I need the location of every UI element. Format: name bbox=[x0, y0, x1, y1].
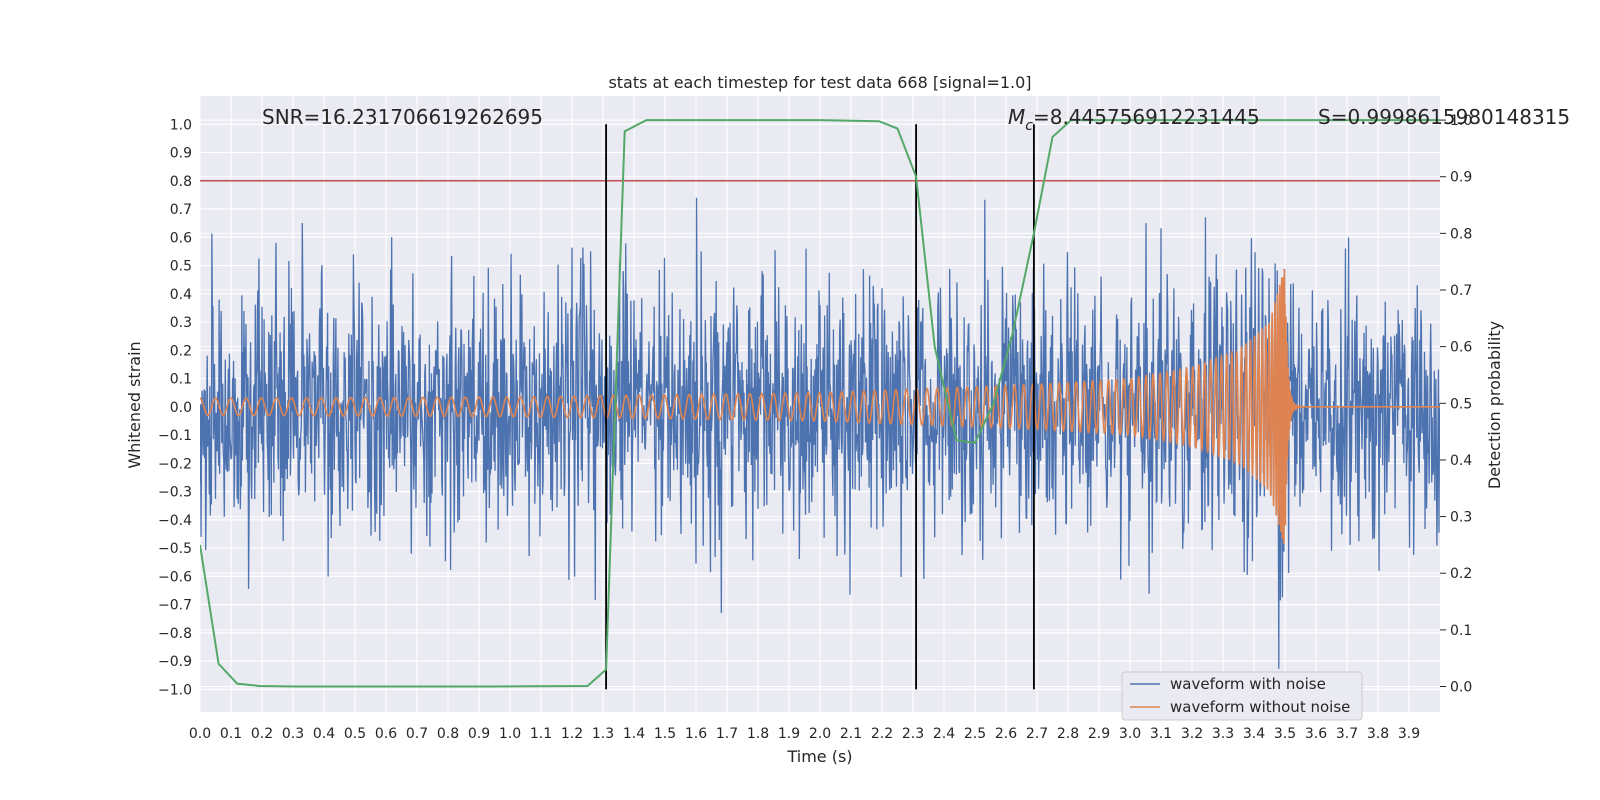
y2-tick-label: 0.1 bbox=[1450, 623, 1472, 639]
x-tick-label: 1.6 bbox=[685, 726, 707, 742]
y-tick-label: −0.9 bbox=[158, 654, 192, 670]
x-tick-label: 3.9 bbox=[1398, 726, 1420, 742]
y-tick-label: 0.3 bbox=[170, 315, 192, 331]
x-tick-label: 1.9 bbox=[778, 726, 800, 742]
chart-title: stats at each timestep for test data 668… bbox=[608, 73, 1031, 92]
chirp-mass-value: =8.445756912231445 bbox=[1033, 105, 1260, 129]
y2-tick-label: 0.0 bbox=[1450, 680, 1472, 696]
series-detection-probability bbox=[200, 119, 1440, 688]
y2-tick-label: 0.6 bbox=[1450, 340, 1472, 356]
legend-label-noise: waveform with noise bbox=[1170, 675, 1326, 693]
x-tick-label: 3.7 bbox=[1336, 726, 1358, 742]
y-tick-label: −0.7 bbox=[158, 598, 192, 614]
x-tick-label: 0.1 bbox=[220, 726, 242, 742]
series-waveform-with-noise bbox=[200, 197, 1440, 669]
x-tick-label: 3.5 bbox=[1274, 726, 1296, 742]
x-tick-label: 0.3 bbox=[282, 726, 304, 742]
x-tick-label: 2.7 bbox=[1026, 726, 1048, 742]
x-tick-label: 3.0 bbox=[1119, 726, 1141, 742]
y-tick-label: −0.8 bbox=[158, 626, 192, 642]
y2-tick-label: 0.5 bbox=[1450, 396, 1472, 412]
y-tick-label: −0.3 bbox=[158, 485, 192, 501]
y-tick-label: 0.7 bbox=[170, 202, 192, 218]
axes: 0.0 0.1 0.2 0.3 0.4 0.5 0.6 0.7 0.8 0.9 1.0 1.1 1.2 1… bbox=[158, 113, 1472, 742]
y2-tick-label: 0.9 bbox=[1450, 170, 1472, 186]
x-tick-label: 2.3 bbox=[902, 726, 924, 742]
s-annotation: S=0.9998615980148315 bbox=[1318, 105, 1570, 129]
y2-axis-label: Detection probability bbox=[1485, 321, 1504, 489]
series-waveform-without-noise bbox=[200, 268, 1440, 544]
y-tick-label: 0.1 bbox=[170, 372, 192, 388]
x-tick-label: 3.8 bbox=[1367, 726, 1389, 742]
x-tick-label: 1.4 bbox=[623, 726, 645, 742]
y2-tick-label: 1.0 bbox=[1450, 113, 1472, 129]
y2-tick-label: 0.3 bbox=[1450, 510, 1472, 526]
legend-label-clean: waveform without noise bbox=[1170, 698, 1350, 716]
y-axis-label: Whitened strain bbox=[125, 341, 144, 468]
x-tick-label: 3.1 bbox=[1150, 726, 1172, 742]
x-tick-label: 1.3 bbox=[592, 726, 614, 742]
x-axis-label: Time (s) bbox=[786, 747, 852, 766]
plot-area bbox=[200, 119, 1440, 690]
x-tick-label: 0.9 bbox=[468, 726, 490, 742]
snr-annotation: SNR=16.231706619262695 bbox=[262, 105, 543, 129]
chirp-mass-annotation: Mc=8.445756912231445 bbox=[1008, 105, 1260, 134]
x-tick-label: 0.7 bbox=[406, 726, 428, 742]
y-tick-label: −0.2 bbox=[158, 456, 192, 472]
legend: waveform with noise waveform without noi… bbox=[1121, 671, 1363, 721]
y-tick-label: −0.6 bbox=[158, 569, 192, 585]
x-tick-label: 2.5 bbox=[964, 726, 986, 742]
chirp-mass-subscript: c bbox=[1025, 118, 1033, 134]
y-tick-label: 0.4 bbox=[170, 287, 192, 303]
x-tick-label: 2.9 bbox=[1088, 726, 1110, 742]
x-tick-label: 2.4 bbox=[933, 726, 955, 742]
y-tick-label: 0.8 bbox=[170, 174, 192, 190]
y-tick-label: 0.5 bbox=[170, 259, 192, 275]
x-tick-label: 1.8 bbox=[747, 726, 769, 742]
x-tick-label: 3.6 bbox=[1305, 726, 1327, 742]
y-tick-label: −0.4 bbox=[158, 513, 192, 529]
y-tick-label: 0.6 bbox=[170, 230, 192, 246]
chirp-mass-symbol: M bbox=[1008, 105, 1025, 129]
x-tick-label: 2.6 bbox=[995, 726, 1017, 742]
x-tick-label: 3.2 bbox=[1181, 726, 1203, 742]
x-tick-label: 0.2 bbox=[251, 726, 273, 742]
y-tick-label: −1.0 bbox=[158, 682, 192, 698]
x-tick-label: 1.5 bbox=[654, 726, 676, 742]
x-tick-label: 1.7 bbox=[716, 726, 738, 742]
x-tick-label: 3.4 bbox=[1243, 726, 1265, 742]
legend-box bbox=[1121, 671, 1363, 721]
x-tick-label: 0.8 bbox=[437, 726, 459, 742]
x-tick-label: 1.1 bbox=[530, 726, 552, 742]
y2-tick-label: 0.4 bbox=[1450, 453, 1472, 469]
y-tick-label: 0.9 bbox=[170, 146, 192, 162]
x-tick-label: 2.8 bbox=[1057, 726, 1079, 742]
y-tick-label: 0.2 bbox=[170, 343, 192, 359]
y-tick-label: 1.0 bbox=[170, 117, 192, 133]
x-tick-label: 0.6 bbox=[375, 726, 397, 742]
x-tick-label: 0.5 bbox=[344, 726, 366, 742]
x-tick-label: 0.4 bbox=[313, 726, 335, 742]
x-tick-label: 1.2 bbox=[561, 726, 583, 742]
x-tick-label: 2.2 bbox=[871, 726, 893, 742]
x-tick-label: 0.0 bbox=[189, 726, 211, 742]
y2-tick-label: 0.8 bbox=[1450, 226, 1472, 242]
y2-tick-label: 0.7 bbox=[1450, 283, 1472, 299]
y2-tick-label: 0.2 bbox=[1450, 566, 1472, 582]
y-tick-label: −0.1 bbox=[158, 428, 192, 444]
x-tick-label: 2.0 bbox=[809, 726, 831, 742]
x-tick-label: 2.1 bbox=[840, 726, 862, 742]
x-tick-label: 3.3 bbox=[1212, 726, 1234, 742]
y-tick-label: 0.0 bbox=[170, 400, 192, 416]
x-tick-label: 1.0 bbox=[499, 726, 521, 742]
y-tick-label: −0.5 bbox=[158, 541, 192, 557]
